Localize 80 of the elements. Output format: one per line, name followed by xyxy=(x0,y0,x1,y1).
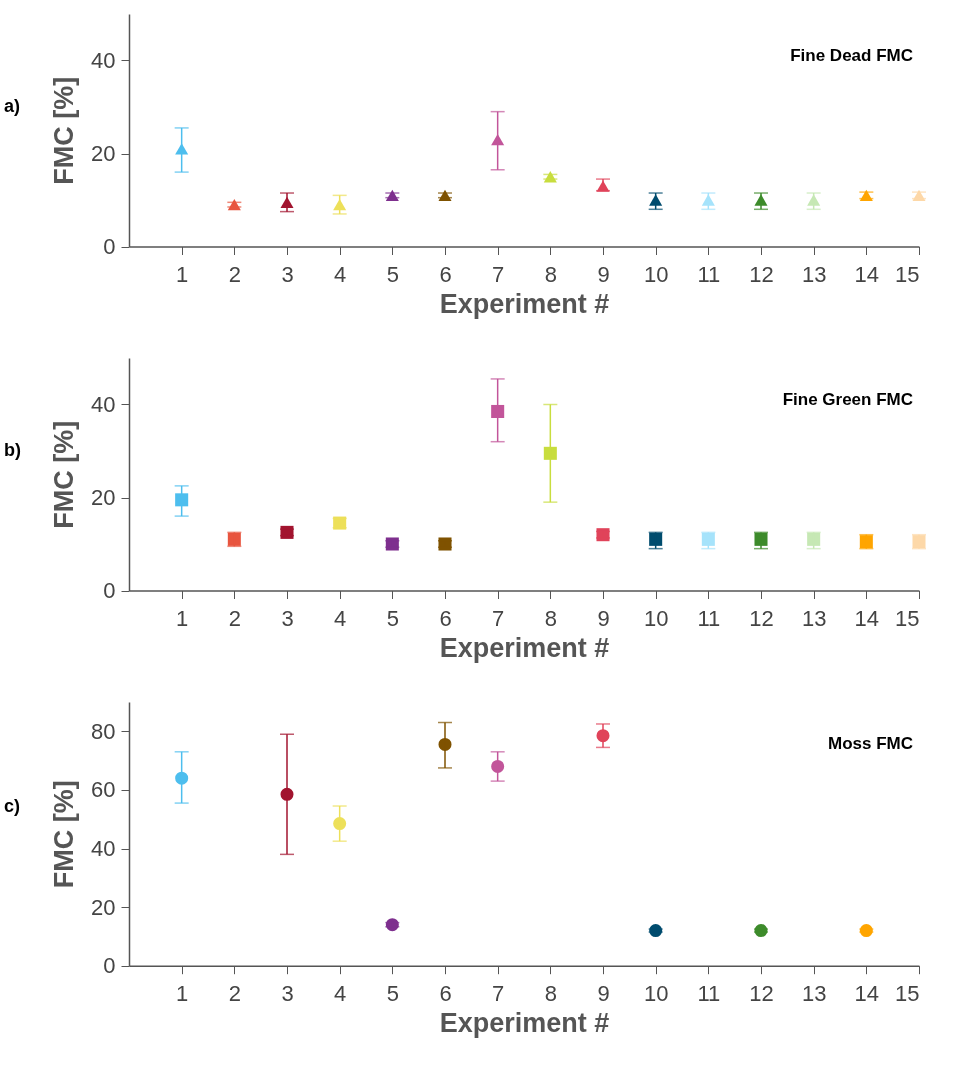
text: c) xyxy=(4,796,21,817)
x-tick-label: 3 xyxy=(281,981,294,1007)
point xyxy=(491,759,505,773)
y-tick-label: 0 xyxy=(103,578,116,603)
x-tick-label: 4 xyxy=(334,606,347,631)
x-tick-label: 6 xyxy=(439,606,452,631)
x-tick-label: 13 xyxy=(801,262,827,287)
x-tick-label: 14 xyxy=(854,262,880,287)
point xyxy=(175,493,189,507)
x-tick-label: 4 xyxy=(334,981,347,1007)
y-axis-title: FMC [%] xyxy=(49,420,80,529)
x-tick-label: 1 xyxy=(176,606,189,631)
x-tick-label: 13 xyxy=(801,981,827,1007)
x-tick-label: 5 xyxy=(386,606,399,631)
y-tick-label: 20 xyxy=(91,141,116,166)
x-tick-label: 12 xyxy=(749,606,774,631)
x-tick-label: 7 xyxy=(492,606,505,631)
point xyxy=(543,446,557,460)
y-tick-label: 40 xyxy=(91,392,116,417)
x-tick-label: 9 xyxy=(597,262,610,287)
point xyxy=(491,404,505,418)
y-tick-label: 40 xyxy=(91,48,116,73)
x-tick-label: 10 xyxy=(643,606,669,631)
y-tick-label: 20 xyxy=(91,485,116,510)
x-tick-label: 5 xyxy=(386,262,399,287)
x-axis-title: Experiment # xyxy=(439,1008,610,1039)
point xyxy=(333,817,347,831)
point xyxy=(701,532,715,546)
x-tick-label: 4 xyxy=(334,262,347,287)
x-tick-label: 11 xyxy=(697,981,721,1007)
x-tick-label: 10 xyxy=(643,981,669,1007)
text: Fine Dead FMC xyxy=(790,46,913,65)
point xyxy=(807,194,821,206)
x-tick-label: 7 xyxy=(492,262,505,287)
x-tick-label: 2 xyxy=(228,981,241,1007)
y-axis-title: FMC [%] xyxy=(49,76,80,185)
x-tick-label: 12 xyxy=(749,981,774,1007)
x-tick-label: 8 xyxy=(544,606,557,631)
point xyxy=(649,194,663,206)
y-tick-label: 0 xyxy=(103,234,116,259)
x-tick-label: 14 xyxy=(854,606,880,631)
y-tick-label: 20 xyxy=(91,894,116,920)
x-axis-title: Experiment # xyxy=(439,633,610,663)
x-tick-label: 9 xyxy=(597,606,610,631)
y-tick-label: 40 xyxy=(91,836,116,861)
y-tick-label: 0 xyxy=(103,953,116,979)
point xyxy=(701,194,715,206)
x-tick-label: 1 xyxy=(176,262,189,287)
x-tick-label: 15 xyxy=(895,981,920,1007)
text: Fine Green FMC xyxy=(782,390,913,409)
x-tick-label: 9 xyxy=(597,981,610,1007)
y-axis-title: FMC [%] xyxy=(49,780,80,889)
x-tick-label: 3 xyxy=(281,606,294,631)
x-tick-label: 10 xyxy=(643,262,669,287)
x-axis-title: Experiment # xyxy=(439,289,610,319)
x-tick-label: 1 xyxy=(176,981,189,1007)
x-tick-label: 6 xyxy=(439,981,452,1007)
y-tick-label: 80 xyxy=(91,718,116,744)
x-tick-label: 11 xyxy=(697,606,721,631)
x-tick-label: 11 xyxy=(697,262,721,287)
x-tick-label: 13 xyxy=(801,606,827,631)
point xyxy=(649,532,663,546)
x-tick-label: 7 xyxy=(492,981,505,1007)
x-tick-label: 5 xyxy=(386,981,399,1007)
x-tick-label: 8 xyxy=(544,981,557,1007)
x-tick-label: 14 xyxy=(854,981,880,1007)
point xyxy=(807,532,821,546)
x-tick-label: 2 xyxy=(228,606,241,631)
x-tick-label: 3 xyxy=(281,262,294,287)
point xyxy=(754,532,768,546)
x-tick-label: 6 xyxy=(439,262,452,287)
text: Moss FMC xyxy=(828,734,913,753)
x-tick-label: 2 xyxy=(228,262,241,287)
x-tick-label: 12 xyxy=(749,262,774,287)
x-tick-label: 15 xyxy=(895,606,920,631)
text: b) xyxy=(4,440,21,460)
text: a) xyxy=(4,96,21,116)
x-tick-label: 15 xyxy=(895,262,920,287)
x-tick-label: 8 xyxy=(544,262,557,287)
y-tick-label: 60 xyxy=(91,777,116,803)
